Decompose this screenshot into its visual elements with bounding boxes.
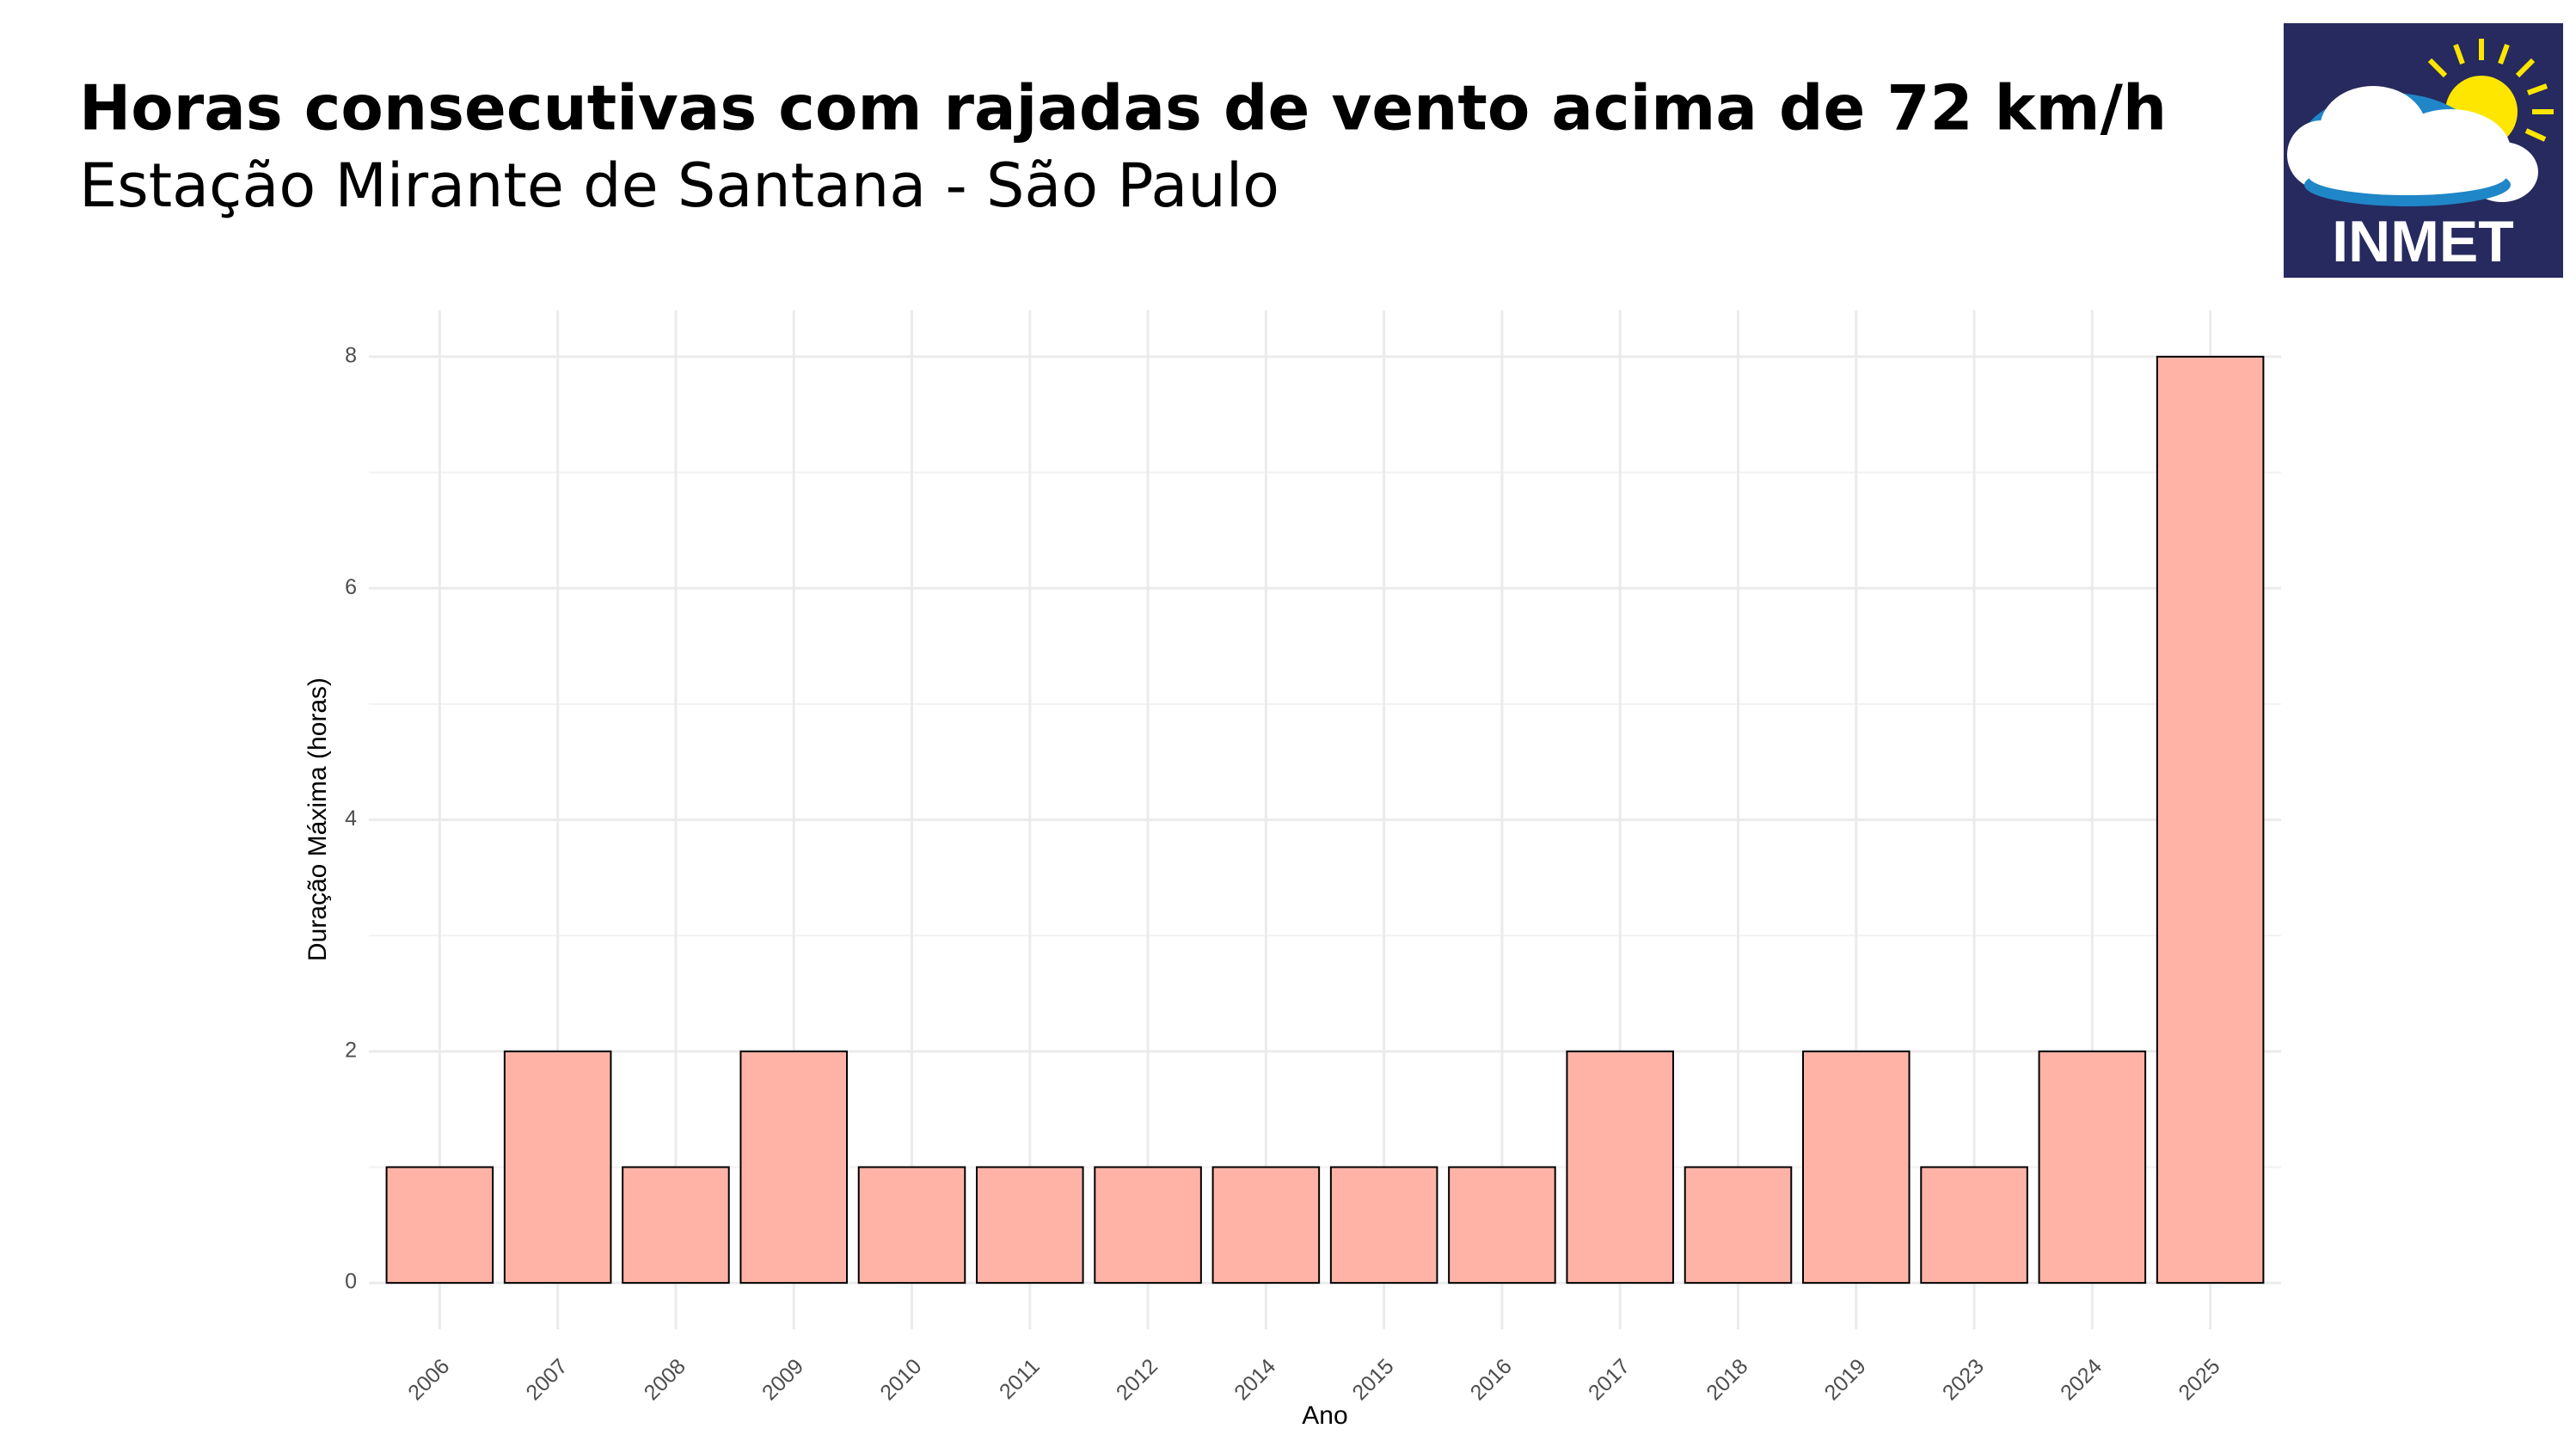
y-tick-label: 2 — [345, 1038, 357, 1062]
x-tick-label: 2015 — [1347, 1354, 1398, 1405]
chart-subtitle: Estação Mirante de Santana - São Paulo — [79, 150, 1279, 221]
x-tick-label: 2018 — [1702, 1354, 1752, 1405]
x-tick-label: 2019 — [1820, 1354, 1871, 1405]
x-tick-label: 2025 — [2174, 1354, 2224, 1405]
y-axis-title: Duração Máxima (horas) — [304, 678, 332, 961]
bar — [2038, 1050, 2147, 1285]
logo-rays — [2427, 39, 2554, 142]
logo-text: INMET — [2332, 209, 2514, 274]
bar — [739, 1050, 849, 1285]
x-tick-label: 2024 — [2056, 1354, 2107, 1405]
y-tick-label: 8 — [345, 343, 357, 367]
x-tick-label: 2006 — [403, 1354, 454, 1405]
x-tick-label: 2016 — [1466, 1354, 1517, 1405]
bar — [1448, 1166, 1556, 1285]
x-tick-label: 2012 — [1112, 1354, 1162, 1405]
logo: INMET — [2284, 23, 2563, 278]
bar — [976, 1166, 1084, 1285]
bar — [1566, 1050, 1674, 1285]
bar — [1802, 1050, 1911, 1285]
x-tick-label: 2023 — [1938, 1354, 1989, 1405]
x-tick-label: 2009 — [757, 1354, 808, 1405]
chart-title: Horas consecutivas com rajadas de vento … — [79, 72, 2167, 144]
bar — [1920, 1166, 2028, 1285]
bar — [1329, 1166, 1438, 1285]
x-axis-title: Ano — [1302, 1401, 1347, 1430]
logo-cloud — [2287, 86, 2538, 206]
y-tick-label: 4 — [345, 806, 357, 831]
y-tick-label: 0 — [345, 1270, 357, 1294]
bar — [2156, 355, 2265, 1285]
x-tick-label: 2017 — [1584, 1354, 1635, 1405]
x-tick-label: 2011 — [995, 1354, 1045, 1404]
bar — [857, 1166, 966, 1285]
x-tick-label: 2008 — [640, 1354, 690, 1405]
x-tick-label: 2014 — [1230, 1354, 1280, 1405]
bar — [503, 1050, 612, 1285]
bar — [1211, 1166, 1321, 1285]
bar — [385, 1166, 494, 1285]
bar — [622, 1166, 730, 1285]
bar — [1684, 1166, 1793, 1285]
bar — [1094, 1166, 1202, 1285]
x-tick-label: 2010 — [875, 1354, 926, 1405]
x-tick-label: 2007 — [521, 1354, 572, 1405]
y-tick-label: 6 — [345, 575, 357, 599]
